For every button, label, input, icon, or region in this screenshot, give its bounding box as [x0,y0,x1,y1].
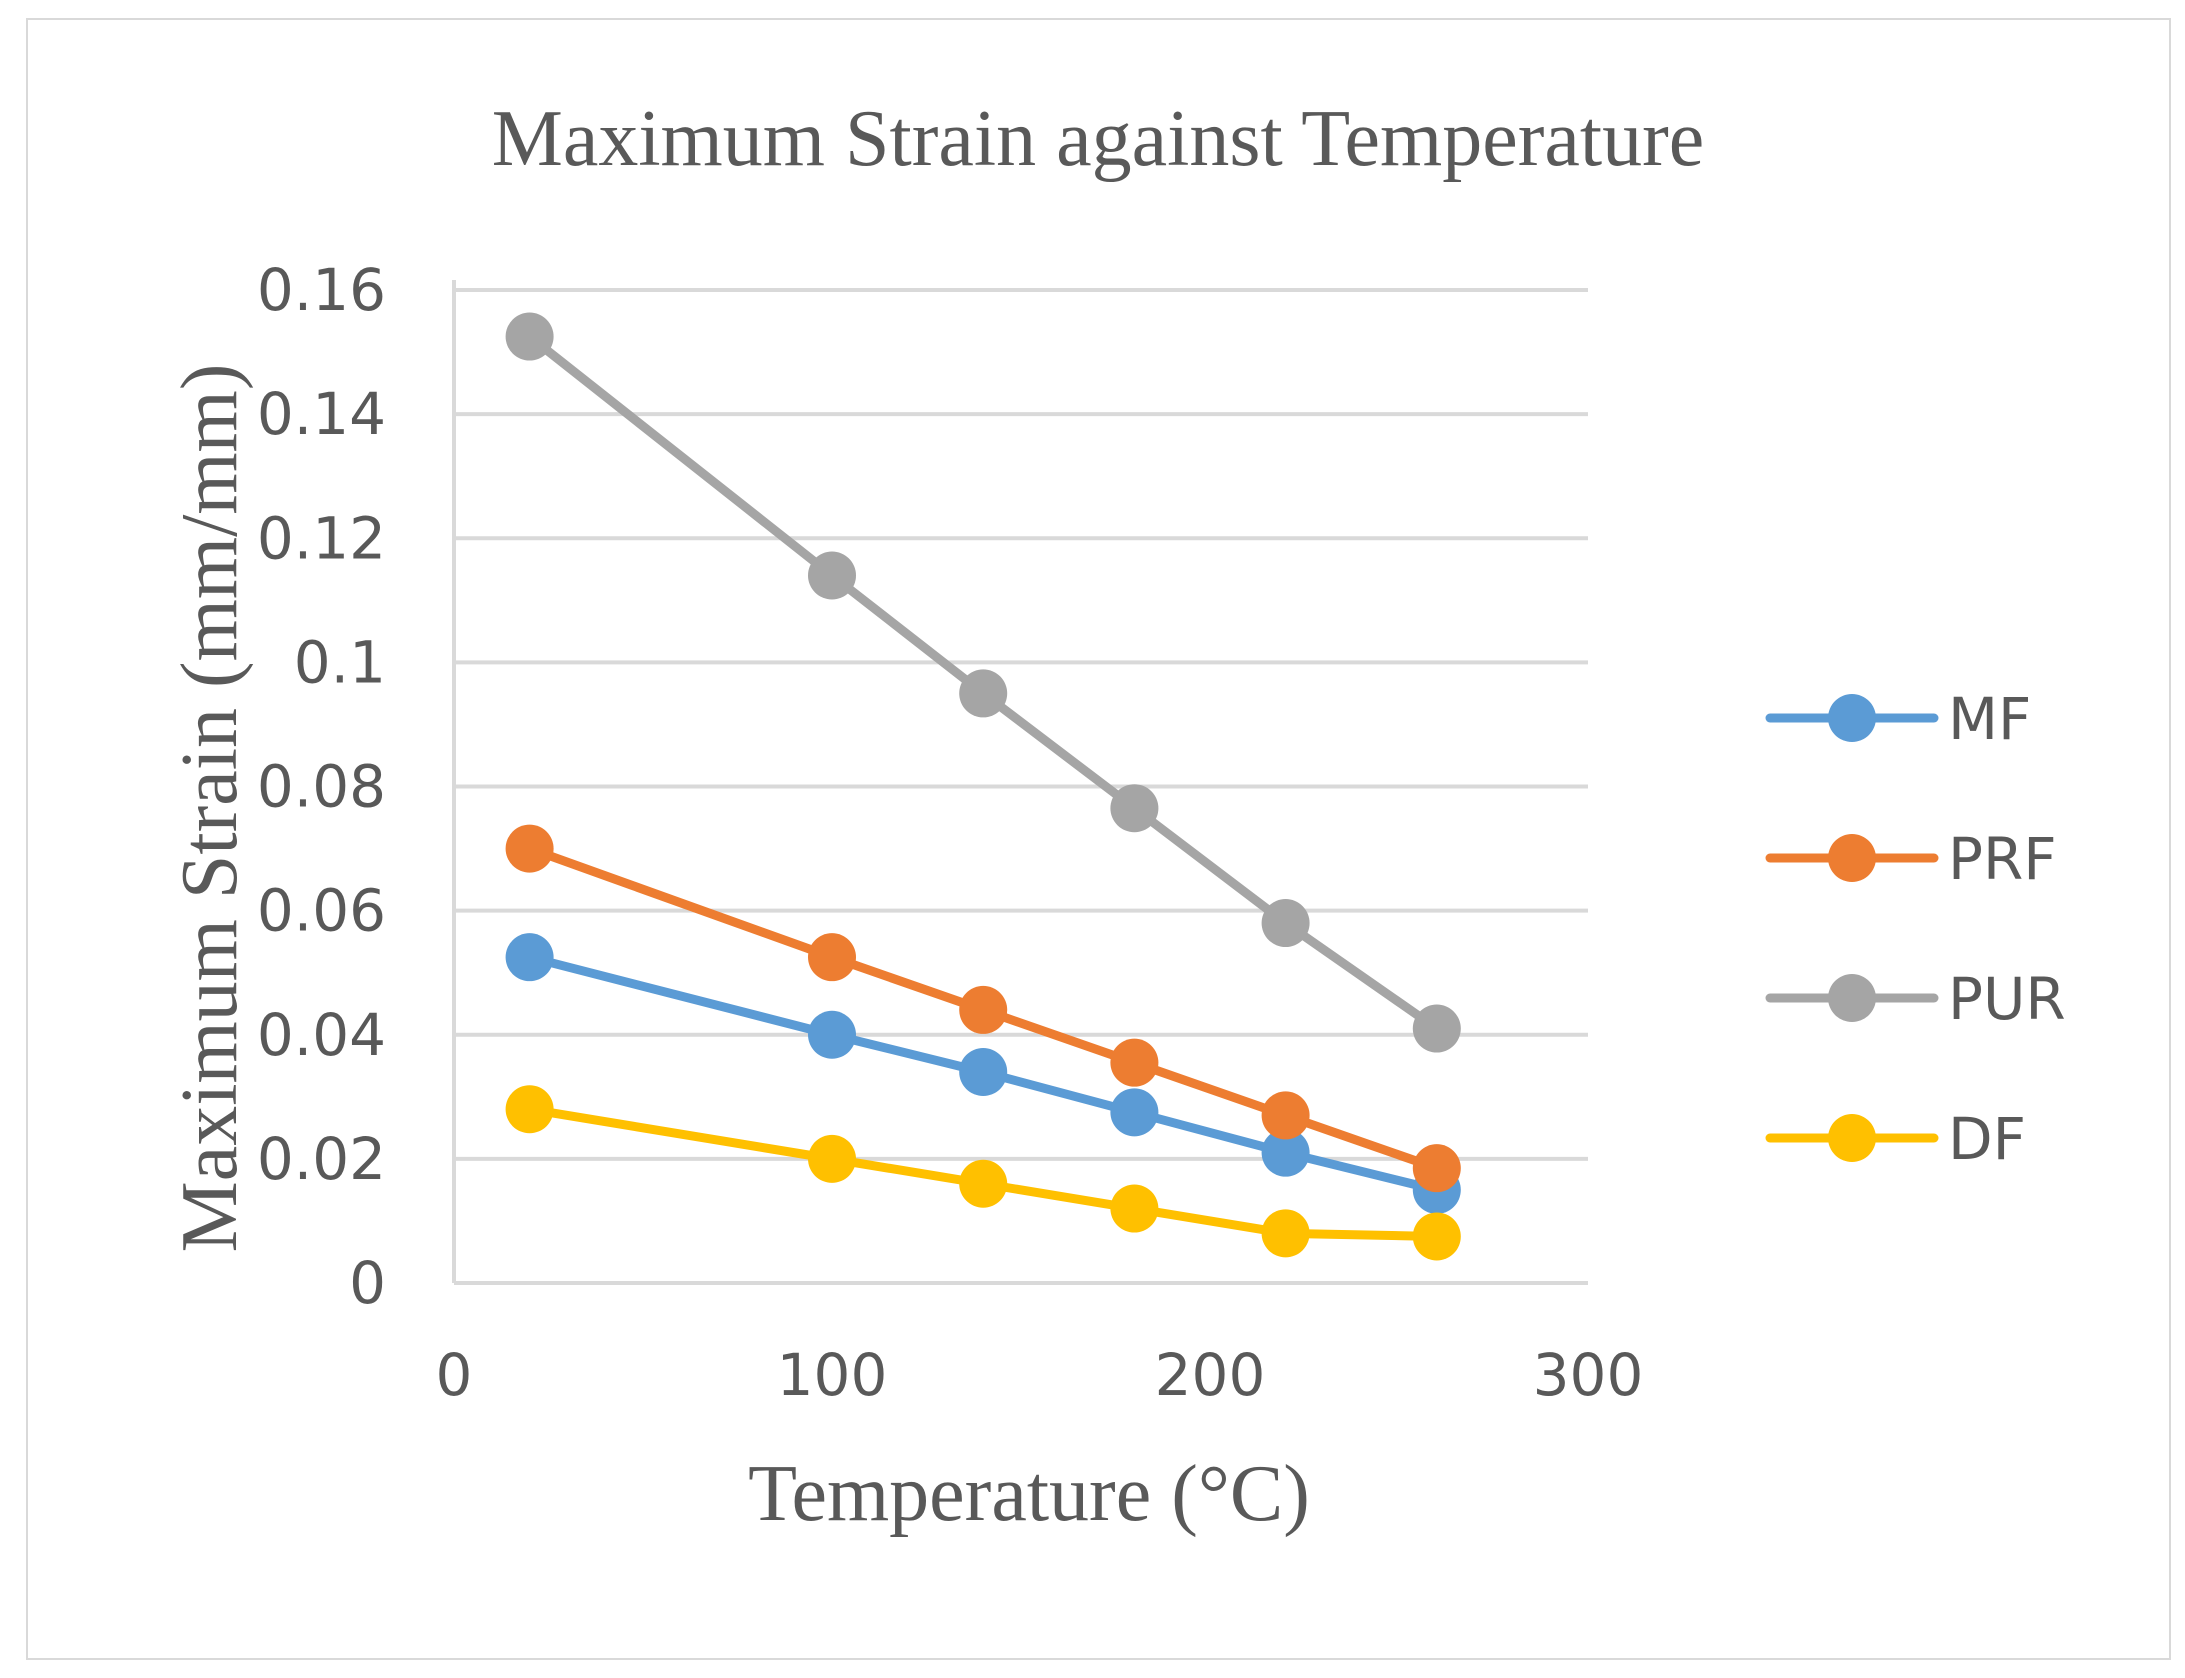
y-tick-label: 0.02 [257,1125,386,1193]
data-point-pur [808,551,856,600]
data-point-df [505,1085,554,1134]
legend-label: DF [1948,1105,2026,1173]
data-point-df [808,1134,856,1183]
data-point-df [959,1159,1008,1208]
data-point-prf [1412,1144,1461,1193]
legend-label: PUR [1948,965,2066,1033]
data-point-pur [1110,784,1159,833]
grid-lines [452,280,1588,1285]
series-line-df [525,1104,1442,1241]
y-tick-label: 0.06 [257,877,386,945]
y-tick-label: 0.12 [257,504,386,572]
x-axis-title: Temperature (°C) [748,1450,1310,1538]
legend-entry-pur: PUR [1765,965,2066,1033]
series-line-mf [525,952,1442,1195]
x-tick-label: 0 [436,1341,473,1409]
series-line-pur [525,332,1442,1034]
legend-marker [1828,834,1876,882]
legend-label: MF [1948,685,2031,753]
legend-marker [1828,1114,1876,1162]
data-point-prf [505,824,554,873]
legend-entry-prf: PRF [1765,825,2057,893]
series-layer [505,312,1461,1261]
legend-entry-mf: MF [1765,685,2031,753]
series-mf [505,933,1461,1214]
data-point-df [1261,1209,1310,1258]
x-tick-label: 300 [1533,1341,1644,1409]
data-point-mf [959,1047,1008,1096]
data-point-mf [1110,1088,1159,1137]
legend-marker [1828,694,1876,742]
chart-svg: Maximum Strain against Temperature 0 0.02… [166,95,2066,1538]
legend-marker [1828,974,1876,1022]
y-axis-title: Maximum Strain (mm/mm) [166,364,254,1253]
series-line-prf [525,844,1442,1173]
series-df [505,1085,1461,1261]
y-tick-label: 0 [349,1249,386,1317]
series-prf [505,824,1461,1193]
data-point-pur [1412,1004,1461,1053]
legend-label: PRF [1948,825,2057,893]
data-point-prf [808,933,856,982]
y-tick-label: 0.14 [257,380,386,448]
data-point-pur [1261,899,1310,948]
data-point-pur [505,312,554,361]
y-tick-labels: 0 0.02 0.04 0.06 0.08 0.1 0.12 0.14 0.16 [257,256,386,1317]
data-point-df [1110,1184,1159,1233]
x-tick-label: 200 [1155,1341,1266,1409]
legend-entry-df: DF [1765,1105,2026,1173]
data-point-prf [1110,1038,1159,1087]
x-tick-label: 100 [777,1341,888,1409]
legend: MF PRF PUR DF [1765,685,2066,1173]
y-tick-label: 0.08 [257,753,386,821]
series-pur [505,312,1461,1053]
data-point-prf [959,985,1008,1034]
data-point-df [1412,1212,1461,1261]
x-tick-labels: 0 100 200 300 [436,1341,1644,1409]
data-point-mf [808,1010,856,1059]
chart-title: Maximum Strain against Temperature [492,95,1705,183]
data-point-mf [505,933,554,982]
chart-frame: Maximum Strain against Temperature 0 0.02… [26,18,2171,1660]
data-point-pur [959,669,1008,718]
y-tick-label: 0.04 [257,1001,386,1069]
data-point-mf [1261,1128,1310,1177]
y-tick-label: 0.1 [294,628,386,696]
y-tick-label: 0.16 [257,256,386,324]
data-point-prf [1261,1091,1310,1140]
